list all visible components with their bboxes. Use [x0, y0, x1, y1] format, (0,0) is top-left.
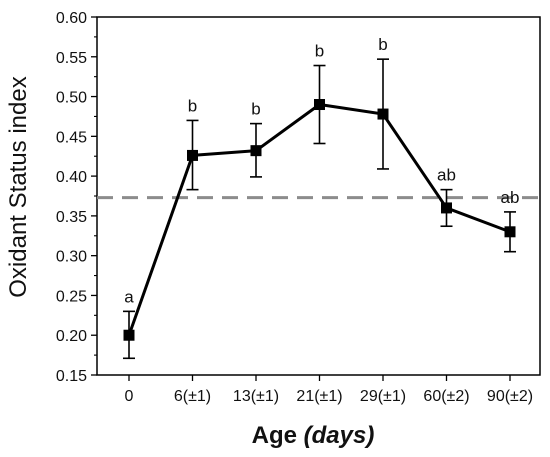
y-tick-label-3: 0.30: [56, 249, 87, 266]
x-tick-label-3: 21(±1): [296, 388, 342, 405]
significance-label-6: ab: [501, 188, 520, 207]
significance-label-3: b: [315, 42, 324, 61]
significance-label-0: a: [124, 287, 134, 306]
x-tick-label-0: 0: [125, 388, 134, 405]
x-tick-label-6: 90(±2): [487, 388, 533, 405]
x-tick-label-5: 60(±2): [423, 388, 469, 405]
x-axis-label-main: Age: [252, 422, 297, 449]
data-point-6: [504, 226, 516, 238]
y-tick-label-5: 0.40: [56, 169, 87, 186]
y-axis-label: Oxidant Status index: [5, 76, 32, 297]
x-axis-label: Age (days): [252, 422, 375, 449]
data-point-4: [377, 108, 389, 120]
data-point-3: [314, 99, 325, 111]
significance-label-5: ab: [437, 166, 456, 185]
data-point-1: [187, 149, 198, 161]
significance-label-1: b: [188, 96, 197, 115]
significance-label-2: b: [251, 100, 260, 119]
y-tick-label-0: 0.15: [56, 368, 87, 385]
y-tick-label-1: 0.20: [56, 328, 87, 345]
plot-frame: [96, 16, 541, 376]
y-tick-label-8: 0.55: [56, 50, 87, 67]
y-tick-label-4: 0.35: [56, 209, 87, 226]
x-tick-label-1: 6(±1): [174, 388, 211, 405]
x-tick-label-2: 13(±1): [233, 388, 279, 405]
data-point-5: [441, 202, 452, 214]
data-point-2: [250, 145, 262, 157]
labels-group: Oxidant Status index Age (days): [5, 76, 374, 449]
x-axis-label-unit: (days): [304, 422, 375, 449]
significance-label-4: b: [378, 35, 387, 54]
axes: 0.15 0.20 0.25 0.30 0.35 0.40 0.45 0.50 0.55 0.60…: [56, 10, 541, 405]
data-point-0: [123, 329, 135, 341]
y-tick-label-2: 0.25: [56, 288, 87, 305]
x-tick-label-4: 29(±1): [360, 388, 406, 405]
y-tick-label-7: 0.50: [56, 90, 87, 107]
y-tick-label-9: 0.60: [56, 10, 87, 27]
y-tick-label-6: 0.45: [56, 129, 87, 146]
